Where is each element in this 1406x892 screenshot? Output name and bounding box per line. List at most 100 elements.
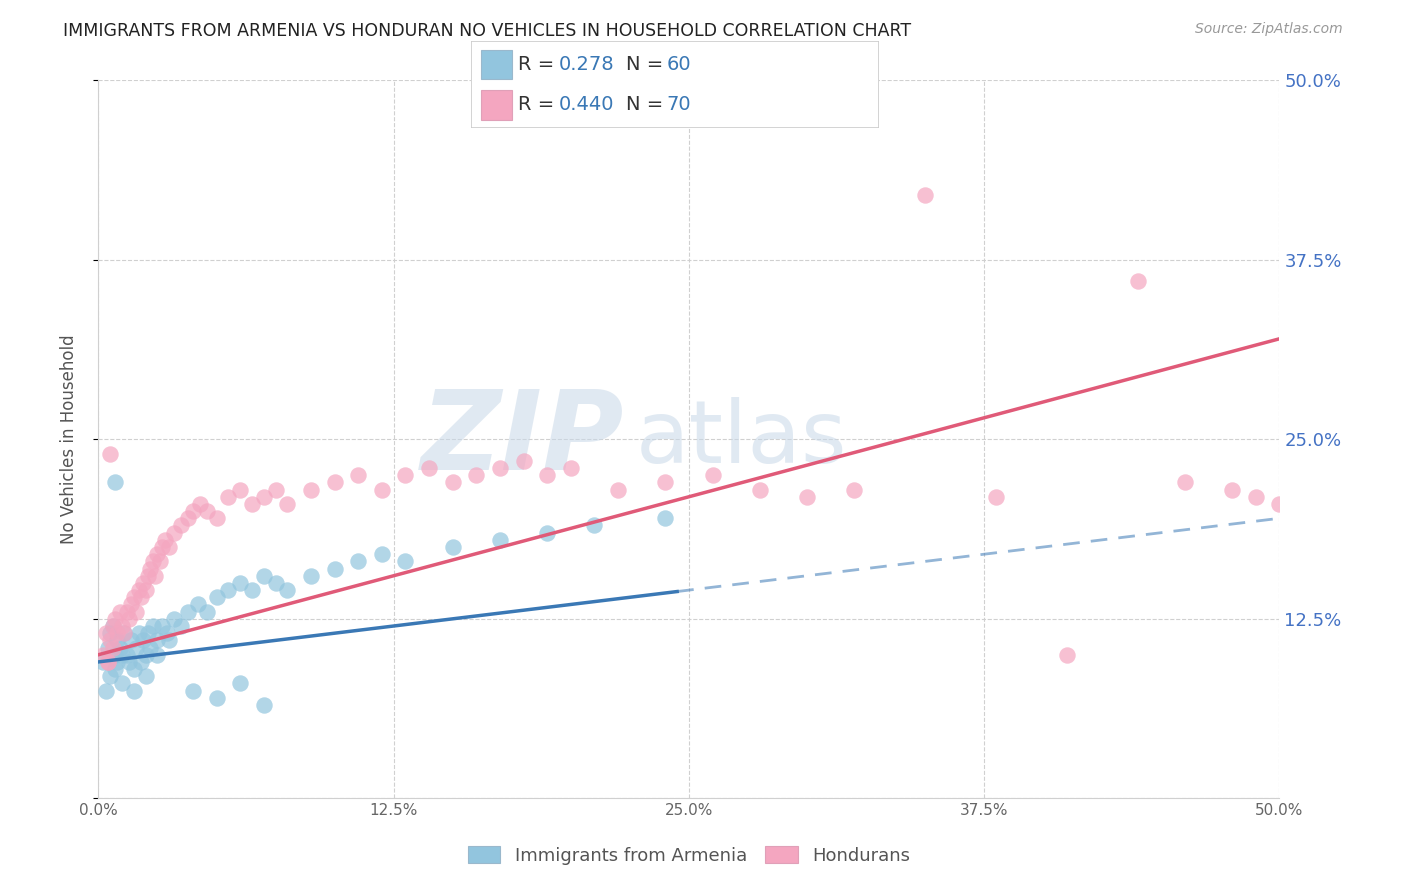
Point [121, 633, 143, 648]
Point [112, 626, 135, 640]
Text: N =: N = [626, 55, 669, 74]
Point [560, 461, 582, 475]
Point [150, 619, 173, 633]
Point [135, 669, 157, 683]
Point [654, 475, 676, 490]
Point [188, 497, 211, 511]
Point [195, 605, 218, 619]
Point [217, 490, 239, 504]
Point [97, 655, 120, 669]
Point [101, 640, 124, 655]
Point [187, 598, 209, 612]
Point [105, 655, 128, 669]
Point [1244, 490, 1267, 504]
Text: atlas: atlas [636, 397, 848, 482]
Point [128, 583, 150, 598]
Point [181, 683, 204, 698]
Point [914, 188, 936, 202]
Point [104, 662, 127, 676]
Point [135, 583, 157, 598]
Point [98, 669, 121, 683]
Legend: Immigrants from Armenia, Hondurans: Immigrants from Armenia, Hondurans [461, 838, 917, 871]
Point [1126, 274, 1149, 288]
Point [105, 626, 128, 640]
Point [142, 554, 165, 568]
Point [195, 504, 218, 518]
Text: 0.440: 0.440 [558, 95, 614, 114]
Point [104, 475, 127, 490]
Point [229, 483, 252, 497]
Point [136, 626, 159, 640]
Y-axis label: No Vehicles in Household: No Vehicles in Household [59, 334, 77, 544]
Point [177, 511, 200, 525]
Point [139, 561, 162, 575]
Point [105, 633, 128, 648]
Point [229, 576, 252, 591]
Point [111, 676, 134, 690]
Point [108, 605, 131, 619]
Point [441, 475, 464, 490]
Point [394, 468, 416, 483]
Point [156, 626, 179, 640]
Point [135, 648, 157, 662]
Point [489, 533, 512, 547]
Point [94, 683, 117, 698]
Point [371, 547, 394, 561]
Point [111, 619, 134, 633]
Point [139, 640, 162, 655]
Point [157, 540, 180, 554]
Point [253, 698, 276, 712]
Point [132, 576, 155, 591]
Point [536, 525, 558, 540]
Point [181, 504, 204, 518]
Point [122, 683, 145, 698]
Point [394, 554, 416, 568]
Point [122, 591, 145, 605]
Point [112, 626, 135, 640]
Point [512, 454, 534, 468]
Point [101, 619, 124, 633]
Point [654, 511, 676, 525]
Text: R =: R = [517, 95, 561, 114]
Point [118, 655, 141, 669]
Point [150, 540, 173, 554]
Point [299, 483, 322, 497]
Point [299, 568, 322, 582]
Point [122, 662, 145, 676]
Point [418, 461, 440, 475]
Point [121, 598, 143, 612]
Point [748, 483, 770, 497]
Point [146, 633, 169, 648]
Point [323, 561, 346, 575]
Point [115, 648, 138, 662]
Point [118, 612, 141, 626]
Text: 0.278: 0.278 [558, 55, 614, 74]
Point [264, 483, 287, 497]
Point [583, 518, 606, 533]
Point [323, 475, 346, 490]
Text: N =: N = [626, 95, 669, 114]
Point [91, 655, 114, 669]
Text: ZIP: ZIP [420, 386, 624, 492]
Point [97, 640, 120, 655]
Text: R =: R = [517, 55, 561, 74]
Point [347, 554, 370, 568]
Point [115, 605, 138, 619]
Point [170, 518, 193, 533]
Point [142, 619, 165, 633]
Point [111, 648, 134, 662]
Point [1056, 648, 1078, 662]
Point [125, 640, 148, 655]
Point [371, 483, 394, 497]
Point [253, 490, 276, 504]
Point [104, 648, 127, 662]
Point [98, 633, 121, 648]
Point [125, 605, 148, 619]
Point [205, 591, 228, 605]
Point [796, 490, 818, 504]
Point [170, 619, 193, 633]
Point [143, 568, 166, 582]
Point [205, 690, 228, 705]
Point [276, 497, 298, 511]
Point [108, 640, 131, 655]
